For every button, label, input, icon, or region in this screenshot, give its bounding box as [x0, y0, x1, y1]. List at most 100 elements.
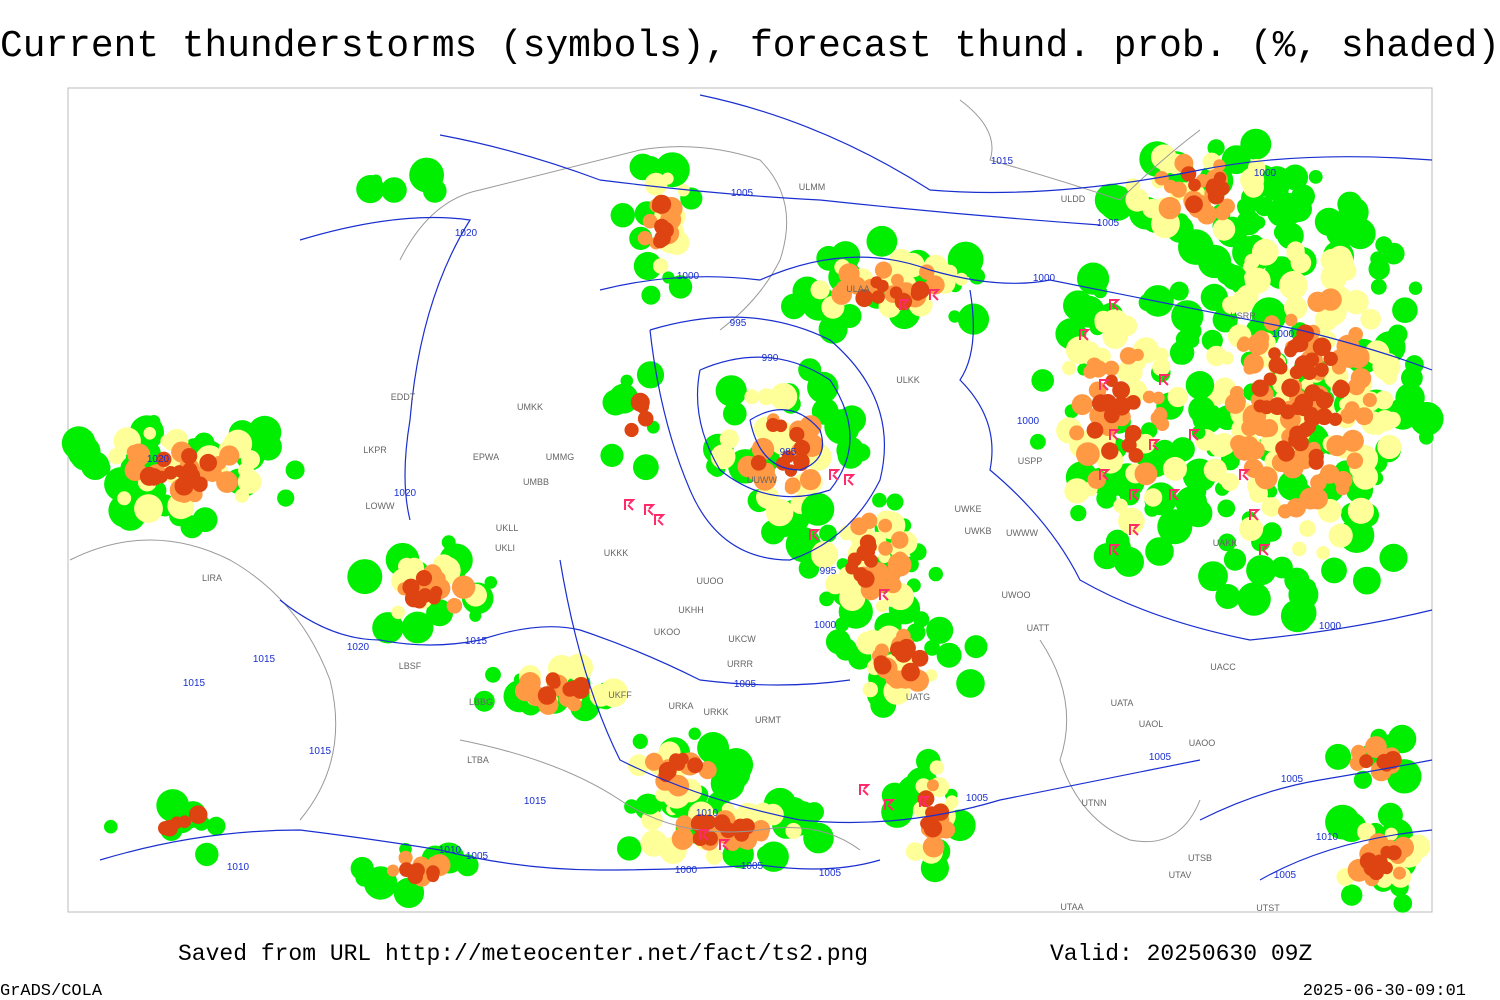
isobar [279, 599, 851, 686]
probability-blob [441, 535, 456, 550]
probability-blob [1242, 176, 1264, 198]
probability-blob [1362, 392, 1377, 408]
probability-blob [1244, 270, 1258, 284]
probability-blob [1175, 329, 1195, 349]
probability-blob [1371, 421, 1385, 435]
probability-blob [1180, 166, 1197, 182]
station-code: UKHH [678, 605, 704, 615]
station-code: LIRA [202, 573, 222, 583]
isobar [699, 94, 1433, 194]
probability-blob [758, 841, 789, 872]
isobar-label: 1005 [1274, 870, 1297, 881]
isobar-label: 1015 [253, 654, 276, 665]
probability-blob [839, 584, 866, 612]
probability-blob [784, 477, 801, 494]
probability-blob [1119, 347, 1138, 365]
probability-blob [1154, 171, 1169, 186]
probability-blob [1370, 251, 1385, 267]
probability-blob [1253, 330, 1270, 346]
isobar-label: 1020 [147, 454, 170, 465]
probability-blob [1243, 353, 1264, 374]
probability-blob [948, 310, 961, 323]
isobar [439, 134, 1101, 226]
probability-blob [926, 835, 943, 852]
probability-blob [610, 203, 635, 228]
probability-blob [219, 445, 240, 466]
probability-blob [1284, 313, 1298, 327]
station-code: UTAV [1169, 870, 1192, 880]
probability-blob [632, 733, 648, 750]
isobar-label: 1000 [1017, 416, 1040, 427]
probability-blob [1268, 347, 1281, 360]
station-code: ULDD [1061, 194, 1086, 204]
probability-blob [1103, 360, 1120, 376]
probability-blob [784, 464, 798, 477]
isobar [1259, 829, 1433, 881]
probability-blob [1332, 380, 1350, 398]
probability-blob [1152, 357, 1171, 377]
probability-blob [1393, 894, 1413, 913]
probability-blob [890, 641, 906, 658]
storm-symbol [1099, 379, 1111, 391]
probability-blob [237, 470, 262, 494]
probability-blob [874, 643, 890, 658]
probability-blob [1341, 884, 1363, 906]
coastline [1039, 639, 1201, 843]
probability-blob [1167, 386, 1189, 408]
isobar-label: 1010 [1316, 832, 1339, 843]
probability-blob [870, 276, 883, 289]
probability-blob [1359, 754, 1373, 769]
probability-blob [1163, 179, 1178, 194]
probability-blob [1316, 546, 1330, 560]
probability-blob [886, 493, 904, 511]
probability-blob [1365, 340, 1390, 365]
isobar-label: 1005 [466, 851, 489, 862]
probability-blob [901, 662, 920, 682]
probability-blob [1314, 308, 1339, 332]
probability-blob [1112, 381, 1130, 400]
probability-blob [956, 669, 985, 698]
station-code: LBBG [469, 697, 493, 707]
probability-blob [1280, 404, 1296, 420]
probability-blob [1118, 507, 1145, 535]
probability-blob [637, 231, 653, 246]
probability-blob [1362, 575, 1379, 592]
probability-blob [234, 488, 249, 503]
probability-blob [862, 681, 878, 698]
probability-blob [1292, 541, 1307, 557]
probability-blob [1203, 458, 1227, 482]
probability-blob [923, 819, 943, 838]
probability-blob [1224, 393, 1246, 414]
probability-blob [1271, 556, 1293, 579]
isobar-label: 1010 [696, 808, 719, 819]
probability-blob [1325, 743, 1352, 770]
probability-blob [1301, 365, 1317, 381]
probability-blob [871, 290, 885, 304]
probability-blob [1087, 470, 1106, 489]
isobar-label: 990 [762, 353, 779, 364]
probability-blob [537, 686, 557, 705]
storm-symbol [884, 799, 896, 811]
source-url: Saved from URL http://meteocenter.net/fa… [178, 941, 868, 967]
station-code: UMBB [523, 477, 549, 487]
isobar-label: 1005 [1149, 752, 1172, 763]
probability-blob [1355, 407, 1374, 426]
probability-blob [781, 450, 795, 464]
isobar [599, 256, 1433, 371]
probability-blob [763, 495, 781, 513]
probability-blob [1279, 271, 1308, 300]
probability-blob [1086, 357, 1103, 374]
probability-blob [1077, 262, 1110, 295]
station-code: UATG [906, 692, 930, 702]
probability-blob [398, 557, 416, 576]
probability-blob [548, 676, 561, 689]
isobar [696, 356, 851, 498]
probability-blob [409, 157, 444, 193]
probability-blob [675, 815, 694, 833]
probability-blob [1223, 548, 1247, 571]
probability-blob [799, 469, 822, 491]
probability-blob [1070, 504, 1087, 522]
probability-blob [1239, 516, 1264, 542]
probability-blob [1128, 448, 1144, 463]
probability-blob [446, 598, 463, 614]
